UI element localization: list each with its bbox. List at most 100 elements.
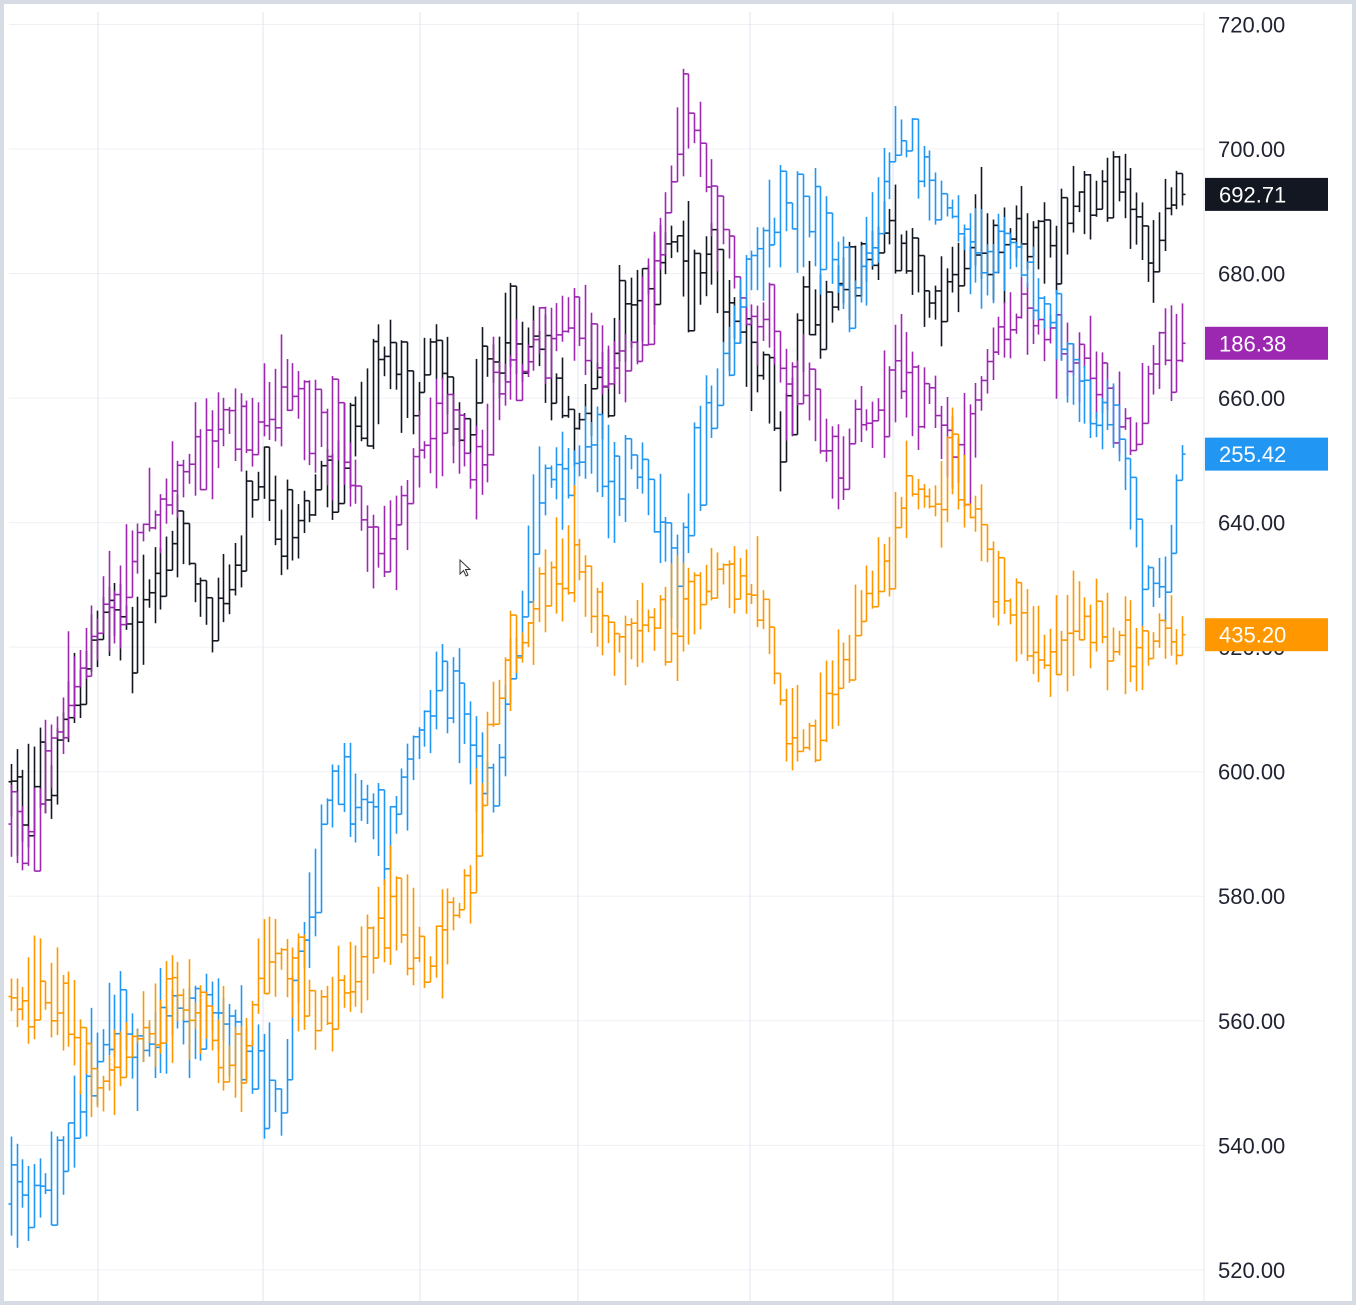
ohlc-bar [232,1026,239,1098]
ohlc-bar [737,279,744,344]
ohlc-bar [1133,192,1140,245]
ohlc-bar [306,979,313,1017]
ohlc-bar [410,370,417,435]
ohlc-bar [8,784,15,857]
ohlc-bar [352,396,359,457]
ohlc-bar [806,362,813,421]
ohlc-bar [1139,202,1146,261]
ohlc-bar [938,256,945,347]
ohlc-bar [284,359,291,412]
ohlc-bar [978,484,985,562]
ohlc-bar [697,572,704,630]
ohlc-bar [754,536,761,628]
ohlc-bar [599,413,606,498]
ohlc-bar [1110,151,1117,219]
ohlc-bar [77,650,84,688]
ohlc-bar [1133,627,1140,692]
ohlc-bar [668,225,675,259]
ohlc-bar [1162,619,1169,659]
ohlc-bar [404,479,411,550]
ohlc-bar [129,530,136,599]
ohlc-bar [502,363,509,406]
ohlc-bar [410,735,417,781]
ohlc-bar [703,375,710,506]
y-tick-label: 540.00 [1218,1133,1285,1158]
ohlc-bar [1047,219,1054,258]
ohlc-bar [289,947,296,1018]
ohlc-bar [972,495,979,532]
ohlc-bar [450,657,457,724]
ohlc-bar [915,118,922,199]
ohlc-bar [990,327,997,381]
ohlc-bar [77,1091,84,1140]
ohlc-bar [318,388,325,448]
ohlc-bar [611,441,618,543]
ohlc-bar [525,525,532,618]
ohlc-bar [450,393,457,464]
ohlc-bar [576,296,583,347]
ohlc-bar [565,395,572,418]
ohlc-bar [473,768,480,894]
ohlc-bar [42,980,49,1010]
ohlc-bar [312,848,319,937]
ohlc-bar [886,536,893,597]
ohlc-bar [542,306,549,384]
cursor-pointer-icon [459,558,472,577]
ohlc-bar [381,505,388,577]
ohlc-bar [995,213,1002,274]
ohlc-bar [932,285,939,320]
ohlc-bar [100,1075,107,1112]
ohlc-bar [329,976,336,1052]
ohlc-bar [203,579,210,625]
ohlc-bar [1058,292,1065,361]
ohlc-bar [714,185,721,272]
ohlc-bar [243,470,250,572]
ohlc-bar [525,344,532,378]
ohlc-bar [1168,305,1175,402]
ohlc-bar [731,235,738,289]
ohlc-bar [1110,383,1117,448]
ohlc-bar [31,935,38,1040]
ohlc-bar [944,436,951,523]
last-price-tag: 692.71 [1205,177,1328,211]
ohlc-bar [548,465,555,488]
ohlc-bar [186,453,193,484]
ohlc-bar [714,552,721,600]
ohlc-bar [898,313,905,399]
ohlc-bar [651,478,658,533]
ohlc-bar [949,246,956,293]
ohlc-bar [140,523,147,542]
ohlc-bar [1133,422,1140,452]
ohlc-bar [1064,594,1071,692]
ohlc-bar [835,424,842,510]
ohlc-bar [829,291,836,323]
last-price-tag: 186.38 [1205,326,1328,360]
last-price-value: 692.71 [1219,182,1286,207]
last-price-value: 186.38 [1219,331,1286,356]
ohlc-bar [645,458,652,516]
ohlc-bar [444,660,451,734]
ohlc-bar [886,208,893,245]
ohlc-bar [226,407,233,434]
ohlc-bar [1150,345,1157,395]
ohlc-bar [140,991,147,1062]
ohlc-bar [439,889,446,999]
ohlc-bar [1001,302,1008,358]
ohlc-bar [60,697,67,755]
ohlc-bar [926,150,933,221]
ohlc-bar [324,408,331,486]
ohlc-bar [766,282,773,348]
ohlc-bar [978,376,985,411]
ohlc-bar [915,237,922,293]
ohlc-bar [329,376,336,501]
ohlc-bar [490,336,497,456]
ohlc-chart[interactable]: 720.00700.00680.00660.00640.00620.00600.… [4,4,1356,1309]
ohlc-bar [990,541,997,618]
ohlc-bar [8,978,15,1012]
ohlc-bar [433,324,440,379]
ohlc-bar [507,355,514,400]
ohlc-bar [157,999,164,1054]
ohlc-bar [14,790,21,864]
last-price-tag: 255.42 [1205,437,1328,471]
ohlc-bar [926,488,933,509]
